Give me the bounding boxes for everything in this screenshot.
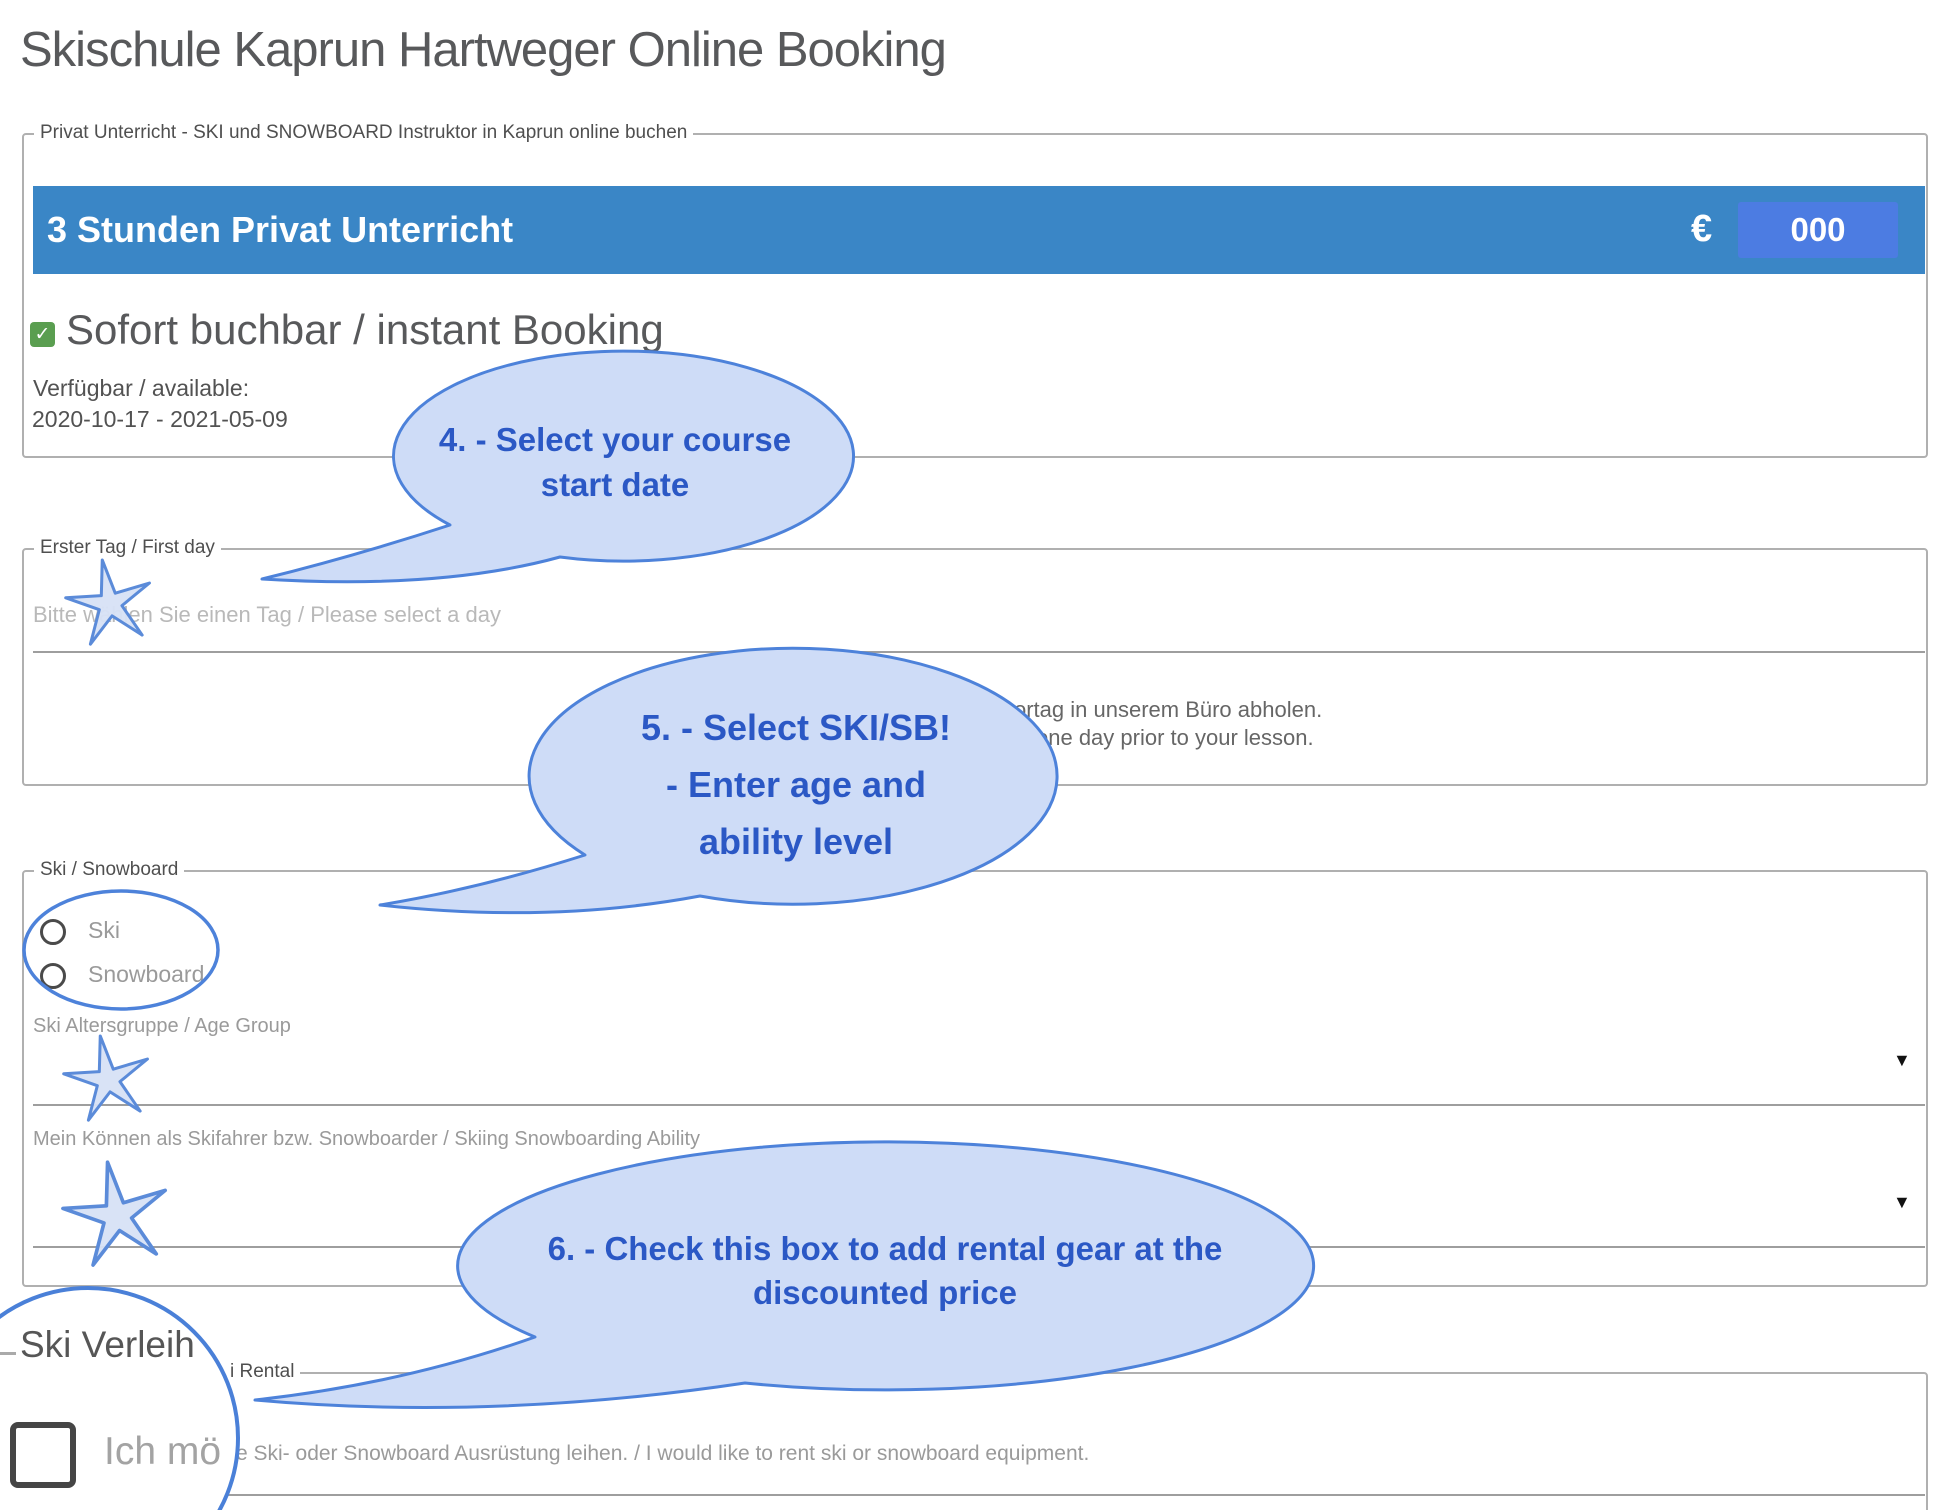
first-day-placeholder: Bitte wählen Sie einen Tag / Please sele… (33, 602, 502, 627)
ability-underline (33, 1246, 1925, 1248)
step5-line3: ability level (698, 821, 894, 862)
page-title: Skischule Kaprun Hartweger Online Bookin… (20, 23, 947, 77)
pickup-note-line2: one day prior to your lesson. (1036, 725, 1314, 750)
snowboard-radio-label: Snowboard (88, 961, 205, 987)
checkmark-icon: ✓ (34, 324, 51, 345)
magnified-rental-checkbox-label: Ich mö (104, 1430, 222, 1473)
ability-label: Mein Können als Skifahrer bzw. Snowboard… (33, 1128, 701, 1150)
course-fieldset: Privat Unterricht - SKI und SNOWBOARD In… (22, 122, 1928, 458)
currency-symbol: € (1691, 208, 1713, 250)
ski-snowboard-fieldset-legend: Ski / Snowboard (34, 859, 185, 881)
step4-line2: start date (540, 466, 690, 503)
first-day-fieldset-legend: Erster Tag / First day (34, 537, 221, 559)
rental-checkbox-label: e Ski- oder Snowboard Ausrüstung leihen.… (236, 1442, 1090, 1465)
magnified-rental-legend: Ski Verleih (20, 1324, 195, 1365)
rental-fieldset: i Rental (22, 1361, 1928, 1510)
price-badge: 000 (1738, 202, 1898, 258)
instant-booking-check-icon: ✓ (30, 322, 55, 347)
age-group-select[interactable]: ▼ (33, 1038, 1925, 1106)
course-header-bar[interactable]: 3 Stunden Privat Unterricht € 000 (33, 186, 1925, 274)
ski-radio[interactable] (40, 919, 66, 945)
age-group-underline (33, 1104, 1925, 1106)
snowboard-radio[interactable] (40, 963, 66, 989)
course-fieldset-legend: Privat Unterricht - SKI und SNOWBOARD In… (34, 122, 694, 144)
age-group-label: Ski Altersgruppe / Age Group (33, 1015, 291, 1037)
ability-select[interactable]: ▼ (33, 1152, 1925, 1248)
dropdown-arrow-icon: ▼ (1893, 1050, 1911, 1070)
dropdown-arrow-icon: ▼ (1893, 1192, 1911, 1212)
availability-range: 2020-10-17 - 2021-05-09 (32, 406, 288, 432)
pickup-note-line1: ortag in unserem Büro abholen. (1014, 697, 1323, 722)
rental-underline (33, 1494, 1925, 1496)
rental-fieldset-legend: i Rental (224, 1361, 301, 1383)
ski-radio-label: Ski (88, 917, 120, 943)
availability-label: Verfügbar / available: (33, 375, 250, 401)
course-name: 3 Stunden Privat Unterricht (47, 209, 514, 250)
rental-checkbox[interactable] (10, 1422, 76, 1488)
instant-booking-label: Sofort buchbar / instant Booking (66, 306, 664, 353)
magnified-border-dash (0, 1352, 16, 1355)
first-day-underline (33, 651, 1925, 653)
first-day-input[interactable]: Bitte wählen Sie einen Tag / Please sele… (33, 565, 1925, 653)
